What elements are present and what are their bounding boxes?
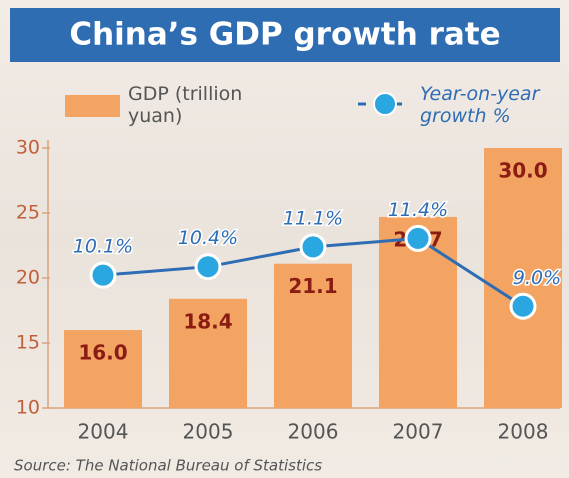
legend-label: Year-on-year growth % bbox=[420, 83, 540, 127]
source: Source: The National Bureau of Statistic… bbox=[14, 457, 322, 475]
bar bbox=[169, 298, 247, 408]
growth-value-label: 10.1% bbox=[73, 236, 133, 258]
bar-value-label: 16.0 bbox=[78, 341, 127, 365]
growth-value-label: 10.4% bbox=[178, 227, 238, 249]
x-tick-label: 2008 bbox=[498, 420, 549, 444]
growth-value-label: 11.4% bbox=[388, 199, 448, 221]
y-tick-label: 25 bbox=[16, 202, 40, 224]
title-banner bbox=[10, 8, 560, 62]
bar-value-label: 21.1 bbox=[288, 274, 337, 298]
growth-marker bbox=[509, 292, 537, 320]
legend-swatch bbox=[65, 95, 120, 117]
growth-value-label: 11.1% bbox=[283, 207, 343, 229]
bar-value-label: 18.4 bbox=[183, 309, 232, 333]
x-tick-label: 2005 bbox=[183, 420, 234, 444]
chart-title: China’s GDP growth rate bbox=[69, 17, 500, 53]
legend-marker bbox=[373, 92, 397, 116]
y-tick-label: 20 bbox=[16, 267, 40, 289]
growth-value-label: 9.0% bbox=[513, 267, 561, 289]
y-tick-label: 30 bbox=[16, 137, 40, 159]
x-tick-label: 2006 bbox=[288, 420, 339, 444]
y-tick-label: 15 bbox=[16, 332, 40, 354]
x-tick-label: 2007 bbox=[393, 420, 444, 444]
growth-marker bbox=[89, 261, 117, 289]
bar-value-label: 30.0 bbox=[498, 159, 547, 183]
bar bbox=[64, 330, 142, 408]
growth-marker bbox=[194, 253, 222, 281]
y-tick-label: 10 bbox=[16, 397, 40, 419]
growth-marker bbox=[404, 224, 432, 252]
legend-label: GDP (trillion yuan) bbox=[128, 83, 243, 127]
growth-marker bbox=[299, 233, 327, 261]
bar bbox=[484, 148, 562, 408]
bar bbox=[274, 263, 352, 408]
x-tick-label: 2004 bbox=[78, 420, 129, 444]
